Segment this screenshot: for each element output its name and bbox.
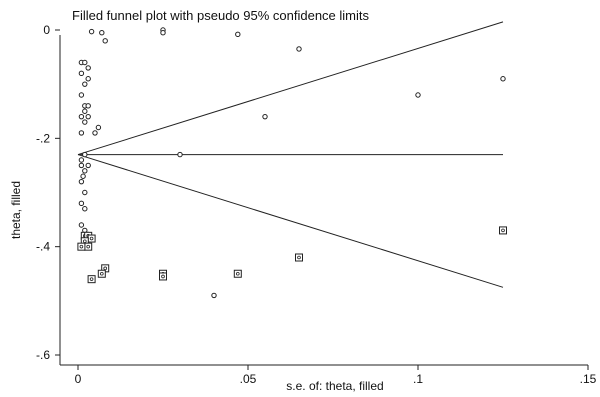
funnel-lines	[77, 21, 504, 288]
study-point-observed	[296, 46, 302, 52]
study-point-observed	[82, 108, 88, 114]
study-point-observed	[82, 206, 88, 212]
study-point-observed	[88, 28, 95, 35]
y-tick-label: -.4	[36, 240, 50, 254]
x-tick-label: 0	[75, 372, 82, 386]
study-point-observed	[78, 70, 85, 77]
study-point-observed	[82, 119, 88, 125]
y-tick-label: 0	[43, 23, 50, 37]
study-point-observed	[160, 30, 166, 36]
study-point-observed	[85, 113, 91, 120]
x-tick-label: .05	[240, 372, 257, 386]
study-point-filled-center	[100, 271, 104, 276]
study-point-filled-center	[161, 274, 165, 279]
study-point-observed	[85, 162, 91, 169]
study-point-observed	[85, 76, 91, 82]
study-point-observed	[82, 151, 88, 158]
study-point-observed	[102, 38, 108, 44]
study-point-filled-center	[501, 228, 505, 233]
x-axis-ticks: 0 .05 .1 .15	[75, 365, 597, 386]
study-point-observed	[82, 59, 88, 66]
study-point-observed	[78, 130, 85, 136]
upper-confidence-line	[77, 21, 504, 156]
study-point-observed	[235, 31, 241, 38]
y-axis-ticks: 0 -.2 -.4 -.6	[36, 23, 60, 362]
study-point-observed	[415, 92, 421, 98]
study-point-observed	[95, 124, 102, 131]
study-point-observed	[78, 162, 85, 169]
study-point-filled-center	[103, 266, 107, 271]
study-point-observed	[78, 178, 85, 185]
y-tick-label: -.6	[36, 348, 50, 362]
study-point-observed	[99, 30, 105, 36]
study-point-observed	[78, 113, 85, 120]
study-point-observed	[177, 151, 183, 158]
study-point-filled-center	[86, 244, 90, 249]
lower-confidence-line	[77, 154, 504, 288]
chart-title: Filled funnel plot with pseudo 95% confi…	[72, 8, 370, 23]
study-point-observed	[78, 222, 85, 228]
study-point-observed	[82, 168, 88, 174]
study-point-observed	[78, 200, 85, 207]
study-point-filled-center	[297, 255, 301, 260]
x-axis-label: s.e. of: theta, filled	[286, 379, 383, 393]
study-point-filled-center	[236, 271, 240, 276]
study-point-observed	[85, 65, 91, 71]
study-point-observed	[211, 292, 217, 299]
study-point-observed	[92, 130, 98, 136]
y-tick-label: -.2	[36, 131, 50, 145]
study-point-observed	[500, 76, 506, 82]
study-point-filled-center	[79, 244, 84, 249]
study-point-filled-center	[89, 236, 94, 241]
study-point-observed	[262, 113, 268, 120]
study-point-observed	[78, 157, 85, 163]
study-point-filled-center	[83, 239, 87, 244]
y-axis-label: theta, filled	[9, 181, 23, 239]
study-point-filled-center	[89, 277, 94, 281]
data-points-layer	[77, 27, 507, 299]
study-point-observed	[85, 103, 91, 109]
x-tick-label: .15	[580, 372, 597, 386]
plot-area: 0 .05 .1 .15 0 -.2 -.4 -.6	[36, 21, 597, 386]
study-point-observed	[82, 81, 88, 87]
x-tick-label: .1	[413, 372, 423, 386]
study-point-observed	[82, 189, 88, 196]
study-point-observed	[80, 173, 86, 179]
study-point-observed	[78, 92, 85, 98]
